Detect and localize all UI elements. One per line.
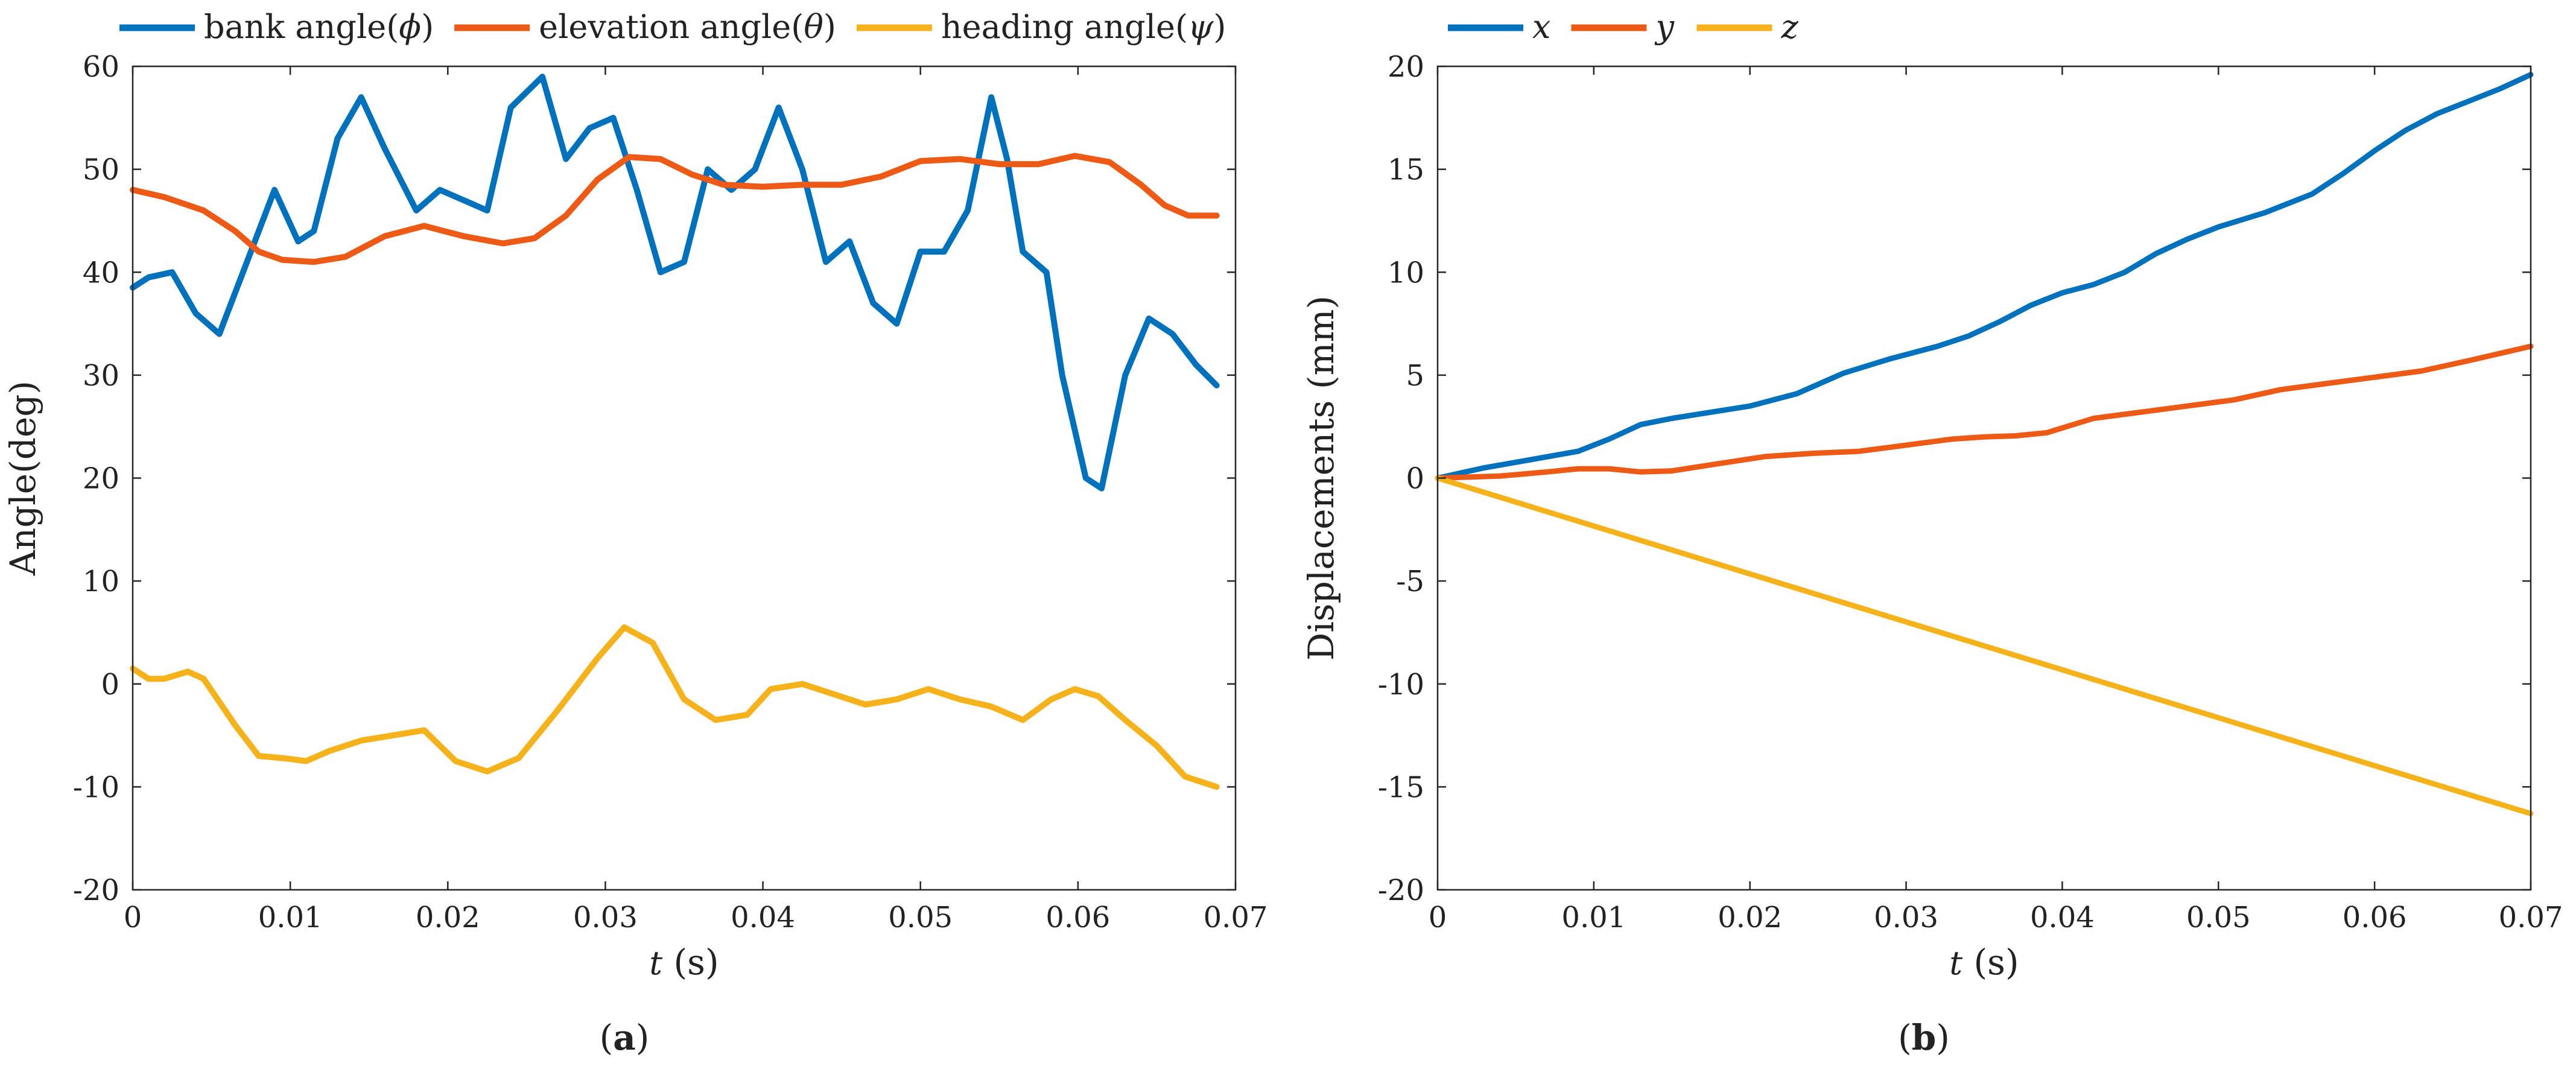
- x-tick-label: 0.03: [1874, 901, 1938, 934]
- legend-label-symbol: ψ: [1188, 8, 1214, 46]
- legend-label: elevation angle(θ): [539, 8, 836, 46]
- x-tick-label: 0.04: [2030, 901, 2095, 934]
- plot-frame: [132, 65, 1237, 891]
- y-tick-label: 10: [83, 565, 119, 598]
- legend-item-y: y: [1571, 8, 1675, 46]
- y-tick-label: 5: [1406, 359, 1424, 393]
- x-axis-title: t (s): [649, 942, 719, 983]
- panel-label-open: (: [1898, 1017, 1912, 1058]
- y-axis-title: Displacements (mm): [1301, 296, 1342, 661]
- x-axis-title: t (s): [1949, 942, 2019, 983]
- series-line-ψ: [130, 624, 1220, 790]
- x-axis-unit: (s): [1962, 942, 2019, 983]
- legend-label-close: ): [823, 8, 836, 46]
- x-tick-label: 0.02: [416, 901, 480, 934]
- x-axis-variable: t: [1949, 944, 1962, 982]
- y-tick-label: 0: [101, 668, 119, 702]
- x-tick-label: 0.06: [2343, 901, 2407, 934]
- y-tick-label: 15: [1388, 153, 1424, 187]
- plot-frame: [1436, 65, 2532, 891]
- x-tick-label: 0.05: [888, 901, 953, 934]
- y-tick-label: -5: [1396, 565, 1424, 598]
- y-tick-label: 40: [83, 256, 119, 290]
- x-tick-label: 0.02: [1718, 901, 1782, 934]
- panel-label-close: ): [1936, 1017, 1950, 1058]
- x-axis-unit: (s): [662, 942, 719, 983]
- panel-label-letter: b: [1912, 1017, 1937, 1058]
- x-tick-label: 0.01: [258, 901, 323, 934]
- legend: x y z: [1448, 8, 1798, 46]
- x-axis-variable: t: [649, 944, 662, 982]
- y-tick-label: 10: [1388, 256, 1424, 290]
- series-line-y: [1435, 343, 2534, 481]
- x-tick-label: 0.01: [1561, 901, 1626, 934]
- legend-label: bank angle(ϕ): [204, 8, 434, 46]
- x-tick-label: 0.07: [2499, 901, 2563, 934]
- x-tick-label: 0.06: [1045, 901, 1110, 934]
- legend-label-symbol: ϕ: [399, 8, 421, 46]
- series-line-ϕ: [130, 74, 1220, 492]
- legend: bank angle(ϕ) elevation angle(θ) heading a…: [119, 8, 1226, 46]
- panel-b-chart: 0 0.01 0.02 0.03 0.04 0.05 0.06 0.07 -20 -15 -10 -5…: [1301, 8, 2563, 1058]
- y-tick-label: 60: [83, 50, 119, 84]
- legend-label-symbol: θ: [804, 8, 823, 46]
- panel-label-open: (: [600, 1017, 614, 1058]
- y-tick-label: 30: [83, 359, 119, 393]
- y-tick-label: -10: [1378, 668, 1424, 702]
- panel-label-letter: a: [613, 1017, 636, 1058]
- legend-label: y: [1654, 8, 1675, 46]
- legend-label-symbol: y: [1654, 8, 1675, 46]
- panel-label: (a): [600, 1017, 650, 1058]
- series-line-θ: [130, 153, 1220, 265]
- x-tick-label: 0.03: [573, 901, 638, 934]
- series-line-z: [1435, 475, 2534, 817]
- y-tick-label: 50: [83, 153, 119, 187]
- panel-label-close: ): [636, 1017, 650, 1058]
- y-tick-label: -15: [1378, 770, 1424, 804]
- legend-label-close: ): [1213, 8, 1226, 46]
- legend-item-ψ: heading angle(ψ): [856, 8, 1226, 46]
- x-tick-label: 0: [1429, 901, 1447, 934]
- y-tick-label: -20: [1378, 874, 1424, 907]
- y-tick-label: -10: [73, 770, 119, 804]
- legend-label-close: ): [421, 8, 434, 46]
- y-axis-title: Angle(deg): [2, 381, 43, 576]
- legend-label-text: elevation angle(: [539, 8, 804, 46]
- legend-label: heading angle(ψ): [941, 8, 1226, 46]
- x-tick-label: 0: [124, 901, 142, 934]
- x-tick-label: 0.07: [1204, 901, 1268, 934]
- panel-label: (b): [1898, 1017, 1950, 1058]
- y-tick-label: 20: [83, 462, 119, 496]
- y-tick-label: 20: [1388, 50, 1424, 84]
- legend-label: z: [1780, 8, 1798, 46]
- legend-item-z: z: [1696, 8, 1798, 46]
- panel-a-chart: 0 0.01 0.02 0.03 0.04 0.05 0.06 0.07 -20 -10 0 10 20…: [2, 8, 1267, 1058]
- legend-label-text: bank angle(: [204, 8, 399, 46]
- legend-item-x: x: [1448, 8, 1550, 46]
- series-line-x: [1435, 72, 2534, 481]
- x-tick-label: 0.05: [2186, 901, 2251, 934]
- legend-label-text: heading angle(: [941, 8, 1188, 46]
- legend-label-symbol: x: [1532, 8, 1550, 46]
- legend-item-θ: elevation angle(θ): [454, 8, 836, 46]
- y-tick-label: 0: [1406, 462, 1424, 496]
- y-tick-label: -20: [73, 874, 119, 907]
- legend-item-ϕ: bank angle(ϕ): [119, 8, 434, 46]
- x-tick-label: 0.04: [731, 901, 795, 934]
- legend-label-symbol: z: [1780, 8, 1798, 46]
- legend-label: x: [1532, 8, 1550, 46]
